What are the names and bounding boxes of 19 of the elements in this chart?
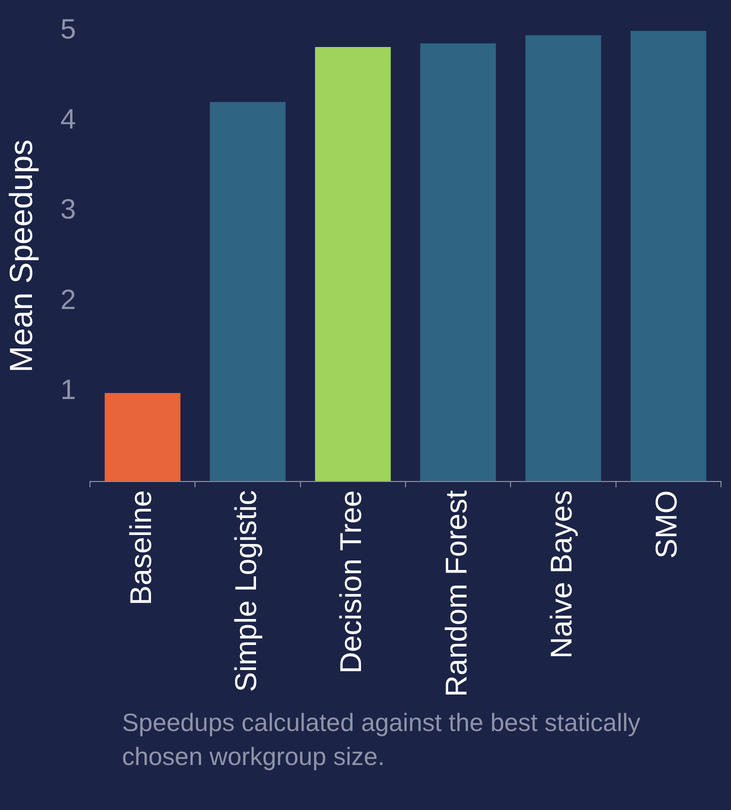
y-tick-label: 4 [60,104,76,135]
y-tick-label: 1 [60,374,76,405]
x-tick-label: Simple Logistic [230,490,263,692]
y-tick-label: 2 [60,284,76,315]
x-tick-label: Naive Bayes [546,490,579,659]
y-tick-label: 5 [60,14,76,45]
text: Speedups calculated against the best statically chosen workgroup size. [122,708,642,773]
bar [525,35,602,482]
x-tick-label: Random Forest [440,490,474,697]
x-tick-label: Baseline [124,490,158,606]
y-axis-title: Mean Speedups [3,139,40,373]
bar [420,43,496,482]
bar [315,47,391,482]
bar [104,392,180,482]
x-tick-label: Decision Tree [335,490,368,674]
x-tick-label: SMO [650,490,684,559]
y-tick-label: 3 [60,194,76,225]
bar [630,30,706,482]
bar [210,102,286,482]
